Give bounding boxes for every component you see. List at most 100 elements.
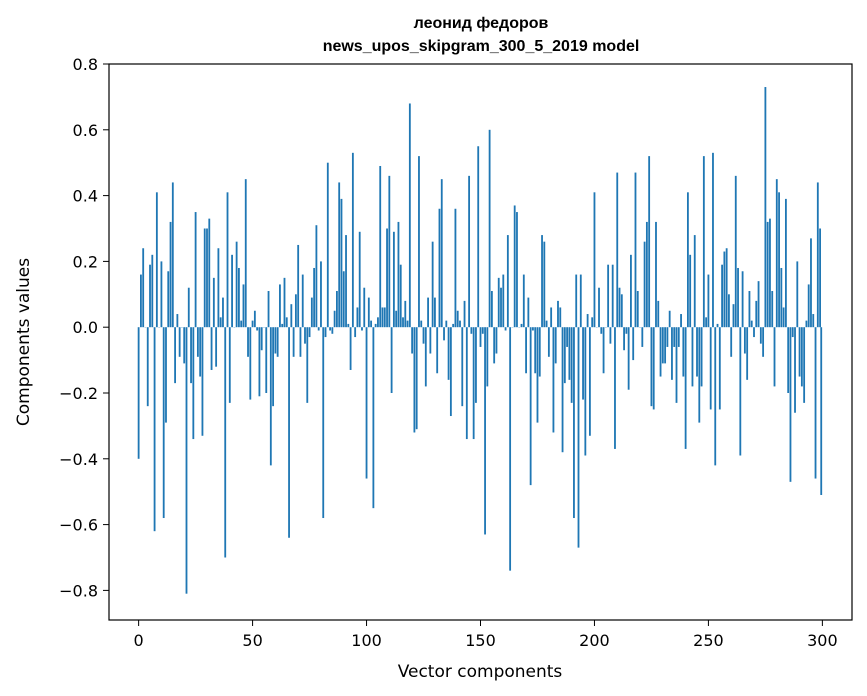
bar xyxy=(529,327,532,486)
x-tick-label: 250 xyxy=(693,631,724,650)
bar xyxy=(579,274,582,328)
bar xyxy=(502,274,505,328)
bar xyxy=(265,327,268,393)
bar xyxy=(648,156,651,328)
bar xyxy=(506,235,509,328)
bar xyxy=(176,314,179,328)
bar xyxy=(301,274,304,328)
bar xyxy=(171,182,174,328)
bar xyxy=(746,327,749,380)
bar xyxy=(632,327,635,361)
bar xyxy=(354,327,357,338)
bar xyxy=(684,327,687,449)
bar xyxy=(146,327,149,407)
bar xyxy=(422,327,425,344)
bar xyxy=(361,327,363,331)
bar xyxy=(256,327,259,331)
bar xyxy=(627,327,630,390)
bar xyxy=(588,327,591,436)
bar xyxy=(607,264,610,328)
bar xyxy=(563,327,566,384)
bar xyxy=(778,192,780,328)
bar xyxy=(513,205,516,328)
bar xyxy=(636,291,639,328)
bar xyxy=(210,327,213,370)
bar xyxy=(260,327,263,351)
bar xyxy=(367,297,370,328)
bar xyxy=(153,327,156,532)
x-tick-label: 50 xyxy=(242,631,262,650)
bar xyxy=(470,327,473,334)
bar xyxy=(784,198,787,328)
bar xyxy=(593,192,596,328)
bar xyxy=(702,156,705,328)
bar xyxy=(392,231,395,328)
bar xyxy=(714,327,717,466)
bar xyxy=(315,225,318,328)
bar xyxy=(329,327,331,331)
bar xyxy=(732,304,735,328)
bar xyxy=(463,300,466,328)
x-tick-label: 150 xyxy=(465,631,496,650)
bar xyxy=(757,281,760,328)
bar xyxy=(614,327,616,449)
bar xyxy=(789,327,792,482)
bar xyxy=(406,320,409,328)
bar xyxy=(178,327,181,357)
bar xyxy=(522,274,525,328)
bar xyxy=(461,327,464,407)
bar xyxy=(634,172,637,328)
bar xyxy=(370,320,373,328)
x-axis-label: Vector components xyxy=(398,662,563,682)
bar xyxy=(201,327,204,436)
bar xyxy=(730,327,733,357)
bar xyxy=(349,327,352,370)
bar xyxy=(721,264,723,328)
bar xyxy=(737,267,739,328)
bar xyxy=(707,274,710,328)
bar xyxy=(819,228,821,328)
bar xyxy=(142,248,145,328)
bar xyxy=(798,327,801,377)
y-tick-label: −0.6 xyxy=(59,516,98,535)
bar xyxy=(244,179,247,328)
bar xyxy=(820,327,823,495)
y-tick-label: −0.8 xyxy=(59,581,98,600)
bar xyxy=(447,327,450,380)
bar xyxy=(759,327,762,344)
bar xyxy=(283,277,286,328)
bar xyxy=(543,241,546,328)
bar xyxy=(276,327,279,357)
bar xyxy=(459,320,461,328)
bar xyxy=(222,297,224,328)
bar xyxy=(317,327,320,331)
bar xyxy=(661,327,664,364)
bar xyxy=(675,327,678,403)
bar xyxy=(395,310,398,328)
bar xyxy=(782,307,785,328)
bar xyxy=(780,267,783,328)
bar xyxy=(258,327,261,397)
bar xyxy=(149,264,151,328)
bar xyxy=(552,327,555,433)
bar xyxy=(240,320,243,328)
bar xyxy=(320,261,322,328)
bar xyxy=(500,287,502,328)
bar xyxy=(165,327,167,423)
bar xyxy=(481,327,484,334)
bar xyxy=(800,327,803,387)
bar xyxy=(297,244,300,328)
bar xyxy=(750,320,753,328)
bar xyxy=(484,327,486,535)
bar xyxy=(169,221,172,328)
bar xyxy=(559,307,562,328)
bar xyxy=(383,307,386,328)
bar xyxy=(598,287,600,328)
bar xyxy=(554,327,557,364)
bar xyxy=(791,327,794,338)
bar xyxy=(497,277,500,328)
bar xyxy=(691,327,694,387)
bar xyxy=(427,297,429,328)
bar xyxy=(566,327,569,347)
bar xyxy=(454,208,457,328)
